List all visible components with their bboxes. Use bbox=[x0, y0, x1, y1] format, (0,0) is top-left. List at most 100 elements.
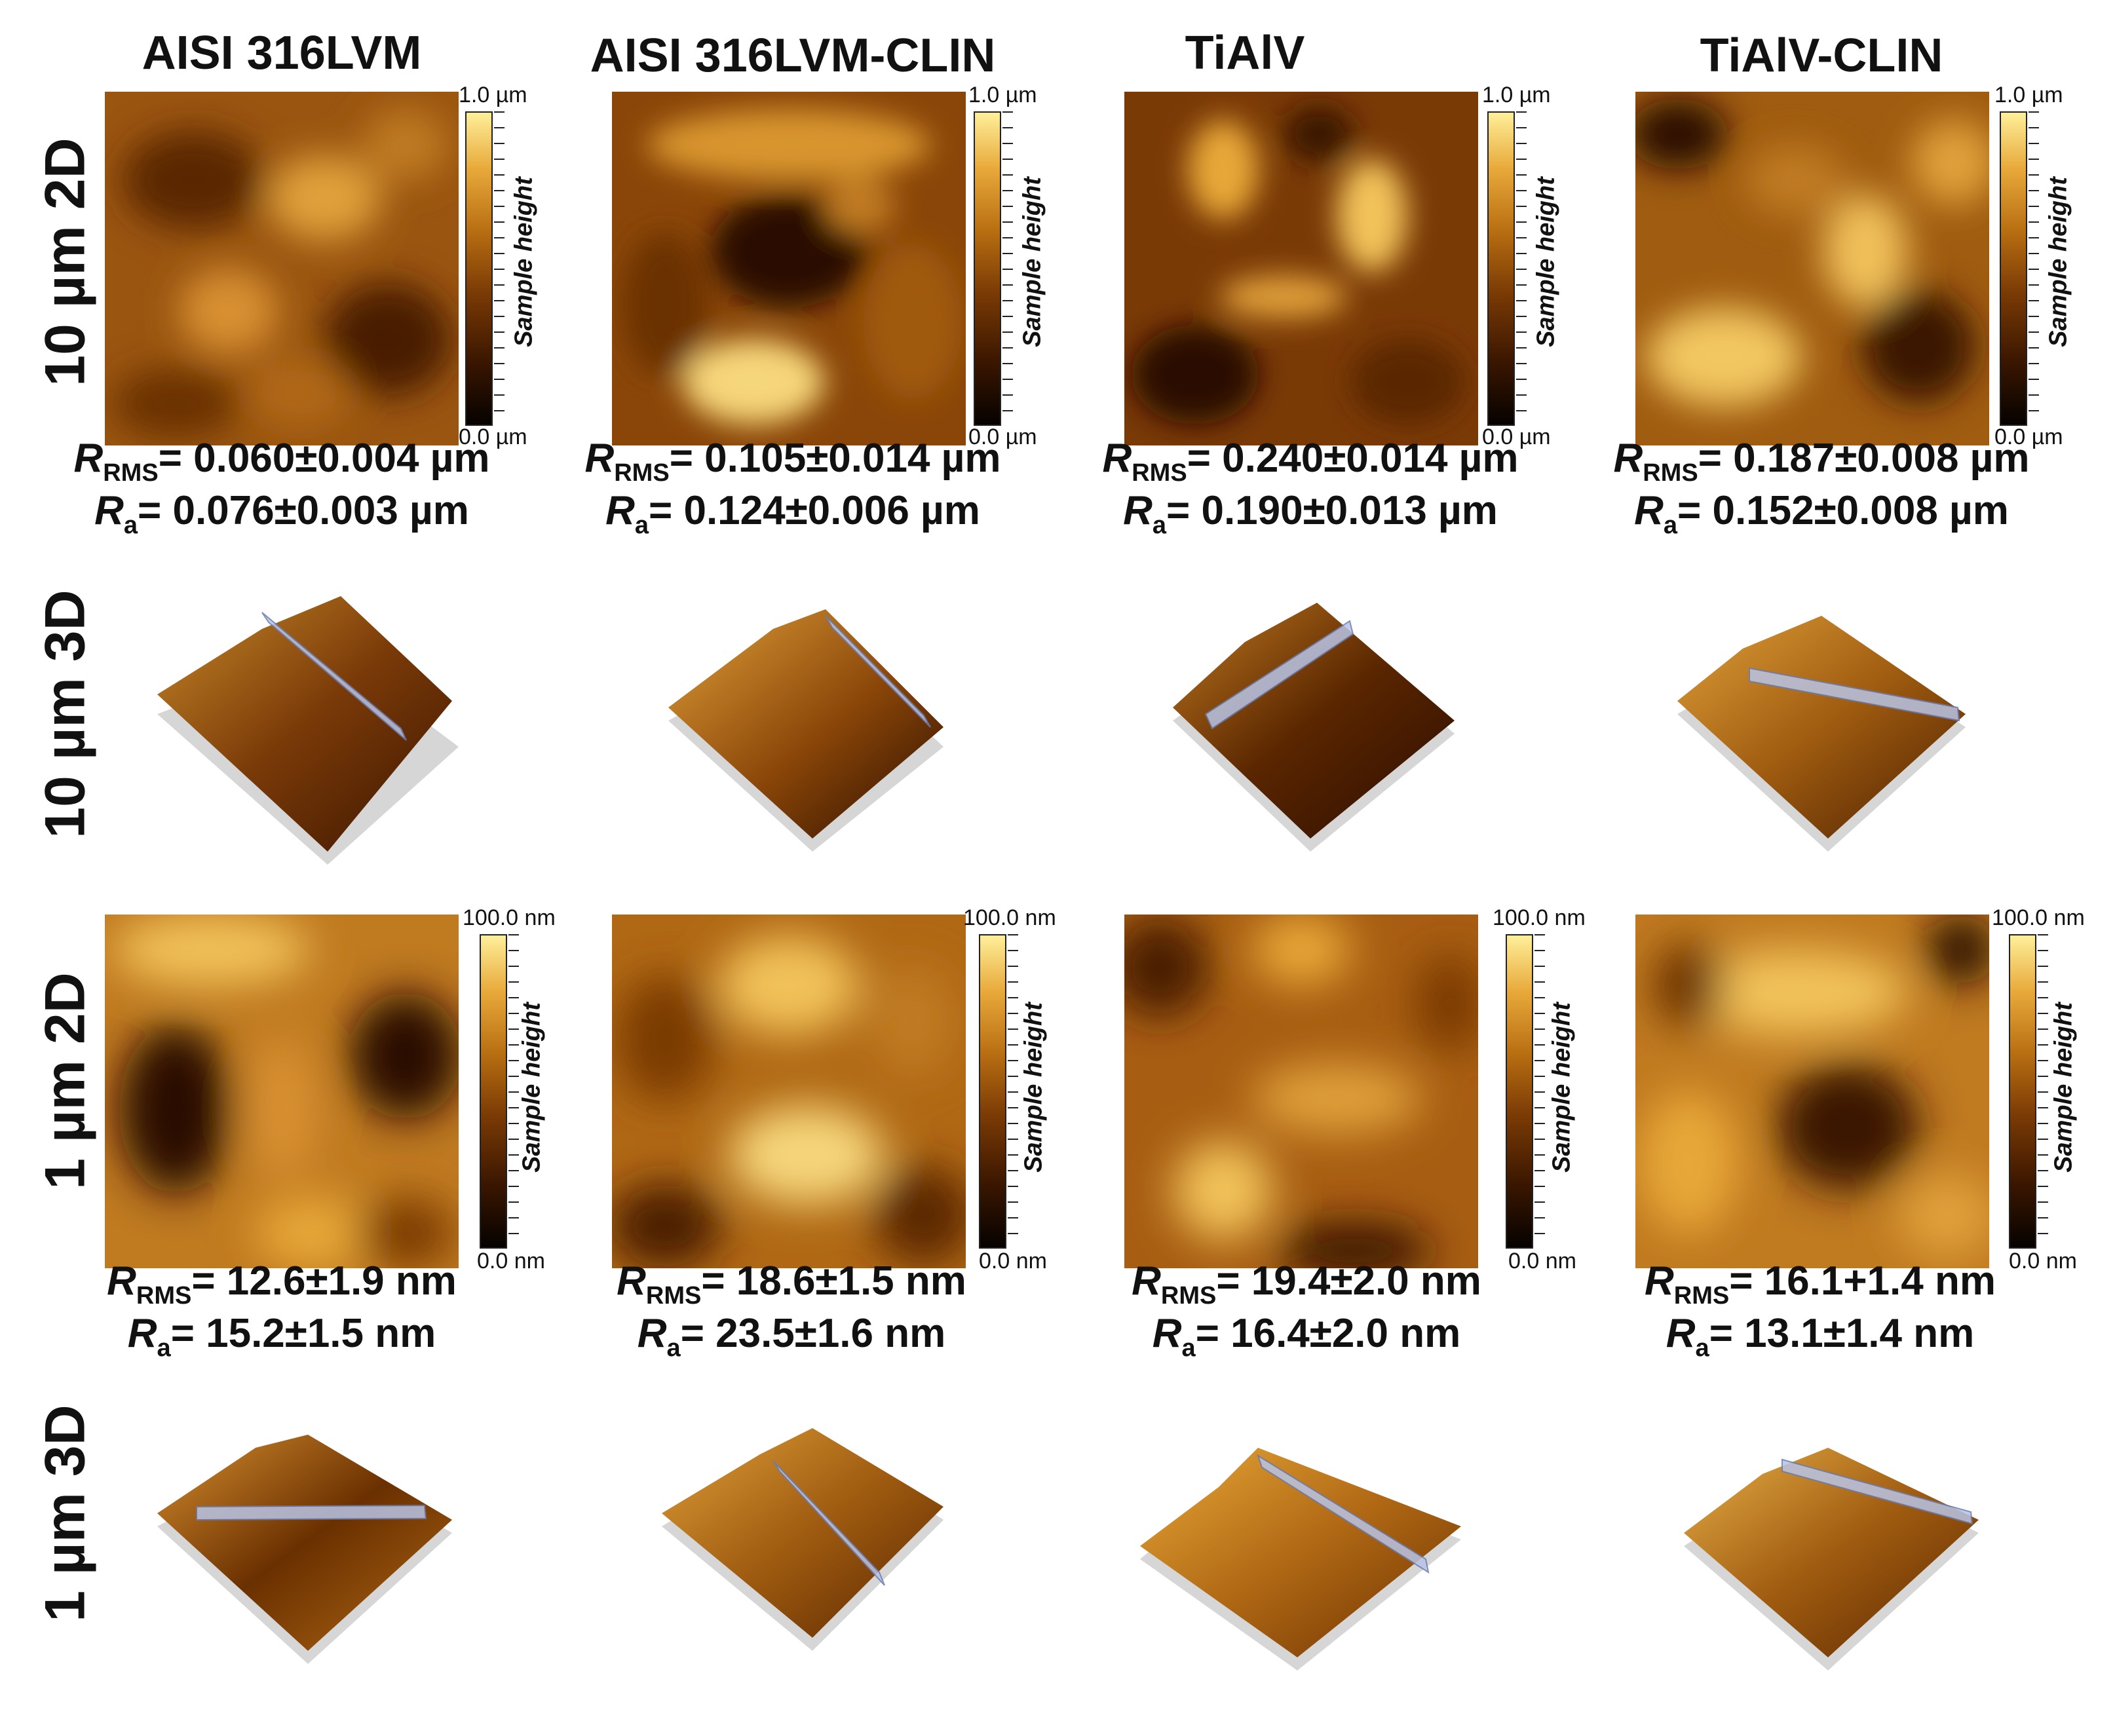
colorbar-title: Sample height bbox=[2049, 1002, 2078, 1173]
subscript-a: a bbox=[123, 512, 138, 539]
symbol-r: R bbox=[127, 1311, 157, 1356]
column-title-tialv: TiAlV bbox=[1185, 27, 1305, 79]
symbol-r: R bbox=[605, 488, 635, 533]
subscript-a: a bbox=[1152, 512, 1167, 539]
afm-3d-surface-10um-aisi-316lvm-clin bbox=[655, 576, 1022, 865]
column-title-aisi-316lvm-clin: AISI 316LVM-CLIN bbox=[590, 29, 996, 82]
colorbar-min-label: 0.0 nm bbox=[477, 1249, 545, 1274]
colorbar bbox=[480, 934, 507, 1249]
colorbar bbox=[974, 111, 1001, 426]
colorbar-title: Sample height bbox=[1548, 1002, 1576, 1173]
colorbar-title: Sample height bbox=[1019, 1002, 1048, 1173]
colorbar bbox=[1506, 934, 1533, 1249]
colorbar-title: Sample height bbox=[1018, 177, 1046, 347]
afm-map-1um-aisi-316lvm-clin bbox=[612, 915, 966, 1268]
ra-roughness-1um: Ra= 23.5±1.6 nm bbox=[637, 1311, 946, 1362]
rms-roughness-10um: RRMS= 0.105±0.014 µm bbox=[584, 436, 1001, 487]
subscript-a: a bbox=[666, 1334, 681, 1362]
symbol-r: R bbox=[584, 436, 615, 481]
colorbar-title: Sample height bbox=[1532, 177, 1560, 347]
symbol-r: R bbox=[73, 436, 104, 481]
rms-roughness-1um: RRMS= 18.6±1.5 nm bbox=[617, 1258, 966, 1310]
rms-roughness-10um: RRMS= 0.187±0.008 µm bbox=[1613, 436, 2030, 487]
colorbar-max-label: 100.0 nm bbox=[963, 905, 1056, 930]
colorbar-min-label: 0.0 µm bbox=[459, 425, 527, 449]
symbol-r: R bbox=[1613, 436, 1643, 481]
subscript-rms: RMS bbox=[136, 1282, 192, 1310]
colorbar-ticks bbox=[2038, 934, 2048, 1249]
afm-3d-surface-1um-aisi-316lvm-clin bbox=[662, 1428, 1029, 1716]
subscript-rms: RMS bbox=[645, 1282, 702, 1310]
colorbar-ticks bbox=[1534, 934, 1545, 1249]
afm-3d-surface-1um-tialv-clin bbox=[1684, 1448, 2051, 1736]
ra-roughness-10um: Ra= 0.124±0.006 µm bbox=[605, 488, 980, 539]
figure: AISI 316LVM AISI 316LVM-CLIN TiAlV TiAlV… bbox=[33, 27, 2085, 1670]
colorbar-min-label: 0.0 µm bbox=[968, 425, 1037, 449]
colorbar-ticks bbox=[2029, 111, 2039, 426]
colorbar-max-label: 1.0 µm bbox=[968, 83, 1037, 107]
symbol-r: R bbox=[617, 1258, 646, 1304]
colorbar-ticks bbox=[1516, 111, 1527, 426]
colorbar-min-label: 0.0 nm bbox=[2009, 1249, 2077, 1274]
symbol-r: R bbox=[1132, 1258, 1161, 1304]
afm-3d-surface-10um-tialv bbox=[1166, 590, 1533, 878]
row-label-1um-3d: 1 µm 3D bbox=[33, 1405, 97, 1622]
afm-3d-surface-10um-aisi-316lvm bbox=[144, 576, 511, 865]
row-label-10um-3d: 10 µm 3D bbox=[33, 590, 97, 839]
afm-map-10um-tialv bbox=[1124, 92, 1478, 445]
subscript-a: a bbox=[1663, 512, 1678, 539]
ra-roughness-1um: Ra= 13.1±1.4 nm bbox=[1666, 1311, 1975, 1362]
colorbar-max-label: 100.0 nm bbox=[463, 905, 556, 930]
afm-map-10um-aisi-316lvm-clin bbox=[612, 92, 966, 445]
afm-3d-surface-10um-tialv-clin bbox=[1677, 616, 2044, 904]
column-title-tialv-clin: TiAlV-CLIN bbox=[1700, 29, 1943, 82]
subscript-rms: RMS bbox=[1160, 1282, 1217, 1310]
subscript-rms: RMS bbox=[614, 459, 670, 487]
symbol-r: R bbox=[1102, 436, 1132, 481]
afm-map-10um-tialv-clin bbox=[1635, 92, 1989, 445]
afm-3d-surface-1um-aisi-316lvm bbox=[151, 1428, 518, 1716]
afm-map-1um-tialv-clin bbox=[1635, 915, 1989, 1268]
ra-roughness-1um: Ra= 15.2±1.5 nm bbox=[127, 1311, 436, 1362]
colorbar-max-label: 100.0 nm bbox=[1992, 905, 2085, 930]
rms-roughness-1um: RRMS= 19.4±2.0 nm bbox=[1132, 1258, 1481, 1310]
subscript-a: a bbox=[1695, 1334, 1709, 1362]
subscript-rms: RMS bbox=[1673, 1282, 1730, 1310]
colorbar-max-label: 1.0 µm bbox=[459, 83, 527, 107]
subscript-a: a bbox=[1181, 1334, 1196, 1362]
symbol-r: R bbox=[1634, 488, 1664, 533]
colorbar bbox=[1487, 111, 1515, 426]
colorbar-min-label: 0.0 µm bbox=[1994, 425, 2063, 449]
subscript-a: a bbox=[157, 1334, 171, 1362]
symbol-r: R bbox=[94, 488, 124, 533]
colorbar-title: Sample height bbox=[518, 1002, 546, 1173]
rms-roughness-1um: RRMS= 16.1+1.4 nm bbox=[1645, 1258, 1996, 1310]
colorbar bbox=[465, 111, 493, 426]
ra-roughness-10um: Ra= 0.076±0.003 µm bbox=[94, 488, 469, 539]
afm-3d-surface-1um-tialv bbox=[1140, 1448, 1507, 1736]
subscript-rms: RMS bbox=[1132, 459, 1187, 487]
colorbar-max-label: 100.0 nm bbox=[1493, 905, 1586, 930]
symbol-r: R bbox=[1645, 1258, 1674, 1304]
colorbar-min-label: 0.0 nm bbox=[979, 1249, 1047, 1274]
colorbar-min-label: 0.0 µm bbox=[1482, 425, 1551, 449]
colorbar-ticks bbox=[1002, 111, 1013, 426]
subscript-rms: RMS bbox=[1643, 459, 1698, 487]
column-title-aisi-316lvm: AISI 316LVM bbox=[142, 27, 422, 79]
colorbar bbox=[2009, 934, 2036, 1249]
colorbar-ticks bbox=[1008, 934, 1018, 1249]
colorbar-min-label: 0.0 nm bbox=[1508, 1249, 1576, 1274]
subscript-rms: RMS bbox=[103, 459, 159, 487]
colorbar-title: Sample height bbox=[2044, 177, 2072, 347]
colorbar bbox=[2000, 111, 2027, 426]
symbol-r: R bbox=[107, 1258, 136, 1304]
rms-roughness-10um: RRMS= 0.060±0.004 µm bbox=[73, 436, 490, 487]
colorbar-ticks bbox=[508, 934, 519, 1249]
afm-map-10um-aisi-316lvm bbox=[105, 92, 459, 445]
symbol-r: R bbox=[1123, 488, 1153, 533]
colorbar-ticks bbox=[494, 111, 505, 426]
symbol-r: R bbox=[637, 1311, 667, 1356]
colorbar bbox=[979, 934, 1006, 1249]
row-label-10um-2d: 10 µm 2D bbox=[33, 138, 97, 387]
symbol-r: R bbox=[1152, 1311, 1182, 1356]
